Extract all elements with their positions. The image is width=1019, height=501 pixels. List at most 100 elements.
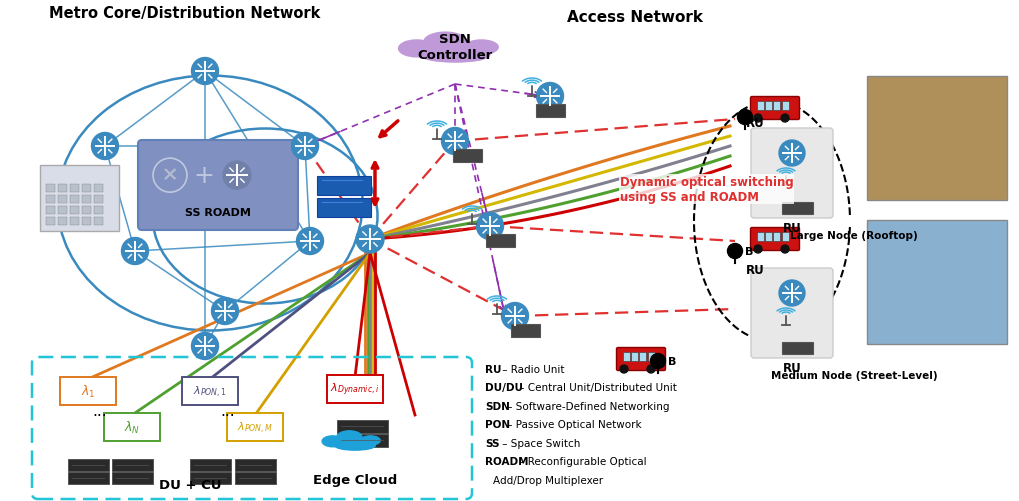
Text: ...: ... (93, 404, 107, 419)
Ellipse shape (334, 441, 375, 450)
Text: B: B (668, 356, 677, 366)
Text: B: B (745, 246, 753, 257)
FancyBboxPatch shape (751, 97, 800, 120)
FancyBboxPatch shape (782, 102, 789, 110)
FancyBboxPatch shape (536, 104, 565, 117)
FancyBboxPatch shape (67, 458, 108, 470)
FancyBboxPatch shape (327, 375, 383, 403)
FancyBboxPatch shape (138, 141, 298, 230)
FancyBboxPatch shape (46, 217, 55, 226)
FancyBboxPatch shape (227, 413, 283, 441)
FancyBboxPatch shape (623, 352, 630, 361)
Ellipse shape (424, 33, 467, 53)
FancyBboxPatch shape (69, 206, 79, 215)
Circle shape (297, 228, 323, 255)
FancyBboxPatch shape (782, 232, 789, 241)
Circle shape (356, 225, 384, 254)
FancyBboxPatch shape (772, 102, 780, 110)
Circle shape (291, 133, 319, 160)
Text: RU: RU (485, 364, 501, 374)
Text: – Radio Unit: – Radio Unit (498, 364, 565, 374)
Text: Access Network: Access Network (567, 10, 703, 25)
FancyBboxPatch shape (317, 198, 371, 217)
Text: – Reconfigurable Optical: – Reconfigurable Optical (516, 456, 647, 466)
FancyBboxPatch shape (82, 184, 91, 193)
FancyBboxPatch shape (104, 413, 160, 441)
Circle shape (647, 365, 655, 373)
Circle shape (192, 333, 218, 360)
FancyBboxPatch shape (772, 232, 780, 241)
Text: – Space Switch: – Space Switch (498, 438, 580, 448)
Circle shape (754, 245, 762, 254)
FancyBboxPatch shape (58, 217, 67, 226)
FancyBboxPatch shape (58, 184, 67, 193)
FancyBboxPatch shape (69, 195, 79, 204)
FancyBboxPatch shape (867, 220, 1007, 344)
Text: SDN
Controller: SDN Controller (418, 34, 492, 63)
Text: $\lambda_{Dynamic,i}$: $\lambda_{Dynamic,i}$ (330, 381, 380, 397)
Text: – Passive Optical Network: – Passive Optical Network (504, 420, 642, 430)
Text: RU: RU (783, 362, 801, 375)
FancyBboxPatch shape (94, 184, 103, 193)
Text: SDN: SDN (485, 401, 510, 411)
Text: +: + (194, 164, 214, 188)
FancyBboxPatch shape (782, 202, 812, 214)
Text: $\lambda_1$: $\lambda_1$ (81, 383, 96, 399)
Circle shape (121, 238, 149, 265)
FancyBboxPatch shape (111, 458, 153, 470)
Ellipse shape (361, 436, 380, 445)
FancyBboxPatch shape (639, 352, 646, 361)
Circle shape (779, 281, 805, 307)
Text: SS ROADM: SS ROADM (185, 207, 251, 217)
Text: Medium Node (Street-Level): Medium Node (Street-Level) (770, 370, 937, 380)
FancyBboxPatch shape (336, 434, 387, 446)
FancyBboxPatch shape (40, 166, 119, 231)
Text: ROADM: ROADM (485, 456, 529, 466)
Text: DU + CU: DU + CU (159, 478, 221, 491)
FancyBboxPatch shape (182, 377, 238, 405)
FancyBboxPatch shape (234, 458, 275, 470)
FancyBboxPatch shape (631, 352, 638, 361)
Circle shape (501, 303, 529, 330)
Circle shape (620, 365, 628, 373)
Circle shape (477, 213, 503, 240)
FancyBboxPatch shape (111, 471, 153, 483)
FancyBboxPatch shape (69, 184, 79, 193)
FancyBboxPatch shape (67, 471, 108, 483)
FancyBboxPatch shape (756, 232, 764, 241)
Ellipse shape (420, 49, 490, 63)
Text: PON: PON (485, 420, 511, 430)
FancyBboxPatch shape (82, 206, 91, 215)
Text: $\lambda_{PON,M}$: $\lambda_{PON,M}$ (236, 420, 273, 435)
FancyBboxPatch shape (94, 217, 103, 226)
FancyBboxPatch shape (46, 206, 55, 215)
Circle shape (536, 83, 564, 110)
Circle shape (223, 162, 251, 190)
FancyBboxPatch shape (336, 420, 387, 433)
FancyBboxPatch shape (317, 177, 371, 195)
FancyBboxPatch shape (782, 342, 812, 354)
Text: Dynamic optical switching
using SS and ROADM: Dynamic optical switching using SS and R… (620, 176, 794, 203)
Circle shape (779, 141, 805, 167)
FancyBboxPatch shape (46, 184, 55, 193)
FancyBboxPatch shape (751, 228, 800, 251)
Ellipse shape (465, 41, 498, 55)
FancyBboxPatch shape (60, 377, 116, 405)
Circle shape (754, 115, 762, 123)
Ellipse shape (398, 41, 434, 58)
Text: DU/DU: DU/DU (485, 383, 523, 393)
Text: $\lambda_{PON,1}$: $\lambda_{PON,1}$ (193, 384, 227, 399)
FancyBboxPatch shape (647, 352, 655, 361)
Circle shape (738, 110, 752, 125)
FancyBboxPatch shape (751, 129, 833, 218)
Text: Edge Cloud: Edge Cloud (313, 473, 397, 486)
FancyBboxPatch shape (616, 348, 665, 371)
FancyBboxPatch shape (751, 269, 833, 358)
Circle shape (650, 354, 665, 369)
Circle shape (441, 128, 469, 155)
FancyBboxPatch shape (190, 471, 230, 483)
Text: – Software-Defined Networking: – Software-Defined Networking (504, 401, 669, 411)
FancyBboxPatch shape (234, 471, 275, 483)
Circle shape (192, 59, 218, 85)
Text: ✕: ✕ (162, 166, 178, 185)
